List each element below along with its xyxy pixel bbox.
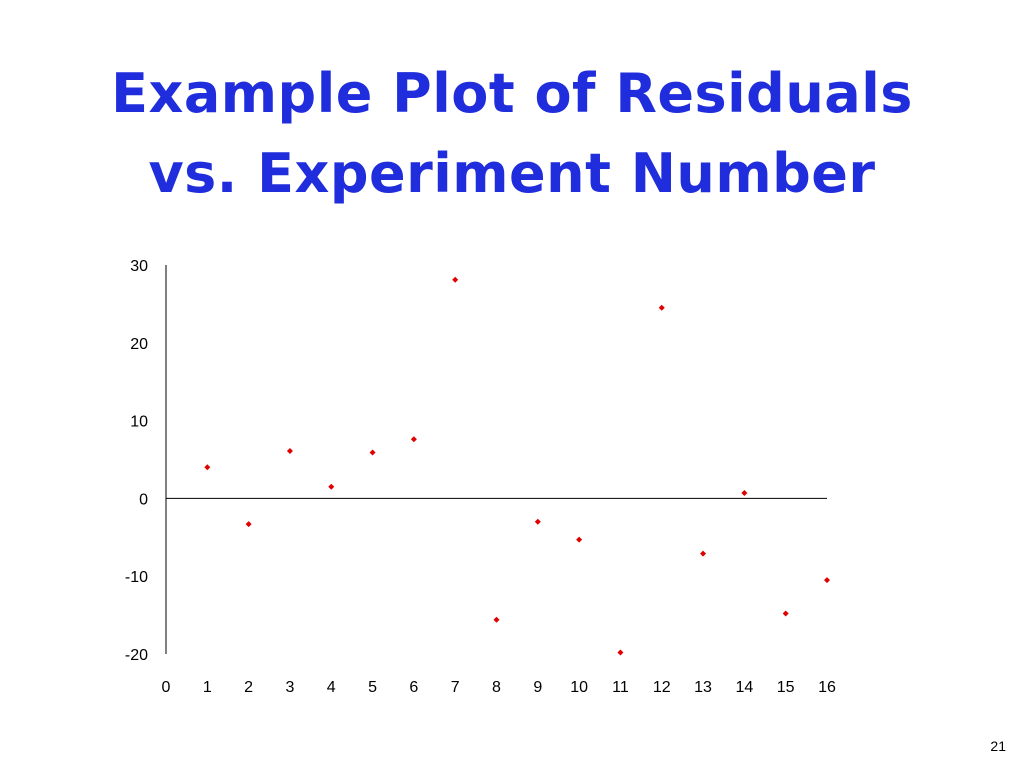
data-point [617,649,624,656]
slide-title-line-2: vs. Experiment Number [148,142,876,205]
data-point [782,610,789,617]
x-tick-label: 3 [285,679,294,696]
x-tick-label: 4 [327,679,336,696]
data-point [286,447,293,454]
data-point [700,550,707,557]
x-tick-label: 0 [162,679,171,696]
data-point [824,577,830,584]
y-tick-label: -10 [125,569,148,586]
slide-title-line-1: Example Plot of Residuals [111,62,913,125]
data-point [576,536,583,543]
y-tick-labels: 30 20 10 0 -10 -20 [125,258,148,664]
x-tick-label: 6 [409,679,418,696]
y-tick-label: 20 [130,336,148,353]
data-point [328,483,335,490]
data-point [204,464,211,471]
x-tick-label: 15 [777,679,795,696]
x-tick-label: 1 [203,679,212,696]
data-points [204,276,830,656]
y-tick-label: 0 [139,491,148,508]
data-point [369,449,376,456]
x-tick-label: 8 [492,679,501,696]
data-point [410,436,417,443]
data-point [534,518,541,525]
x-tick-label: 16 [818,679,836,696]
x-tick-label: 10 [570,679,588,696]
data-point [452,276,459,283]
x-tick-label: 12 [653,679,671,696]
x-tick-label: 7 [451,679,460,696]
x-tick-label: 2 [244,679,253,696]
y-tick-label: 30 [130,258,148,275]
data-point [245,521,252,528]
page-number: 21 [990,738,1006,754]
data-point [741,489,748,496]
x-tick-label: 5 [368,679,377,696]
x-tick-label: 13 [694,679,712,696]
x-tick-labels: 0 1 2 3 4 5 6 7 8 9 10 11 12 13 14 15 16 [162,679,836,696]
data-point [658,304,665,311]
y-tick-label: -20 [125,647,148,664]
x-tick-label: 11 [612,679,629,696]
x-tick-label: 14 [735,679,753,696]
y-tick-label: 10 [130,414,148,431]
x-tick-label: 9 [533,679,542,696]
data-point [493,616,500,623]
